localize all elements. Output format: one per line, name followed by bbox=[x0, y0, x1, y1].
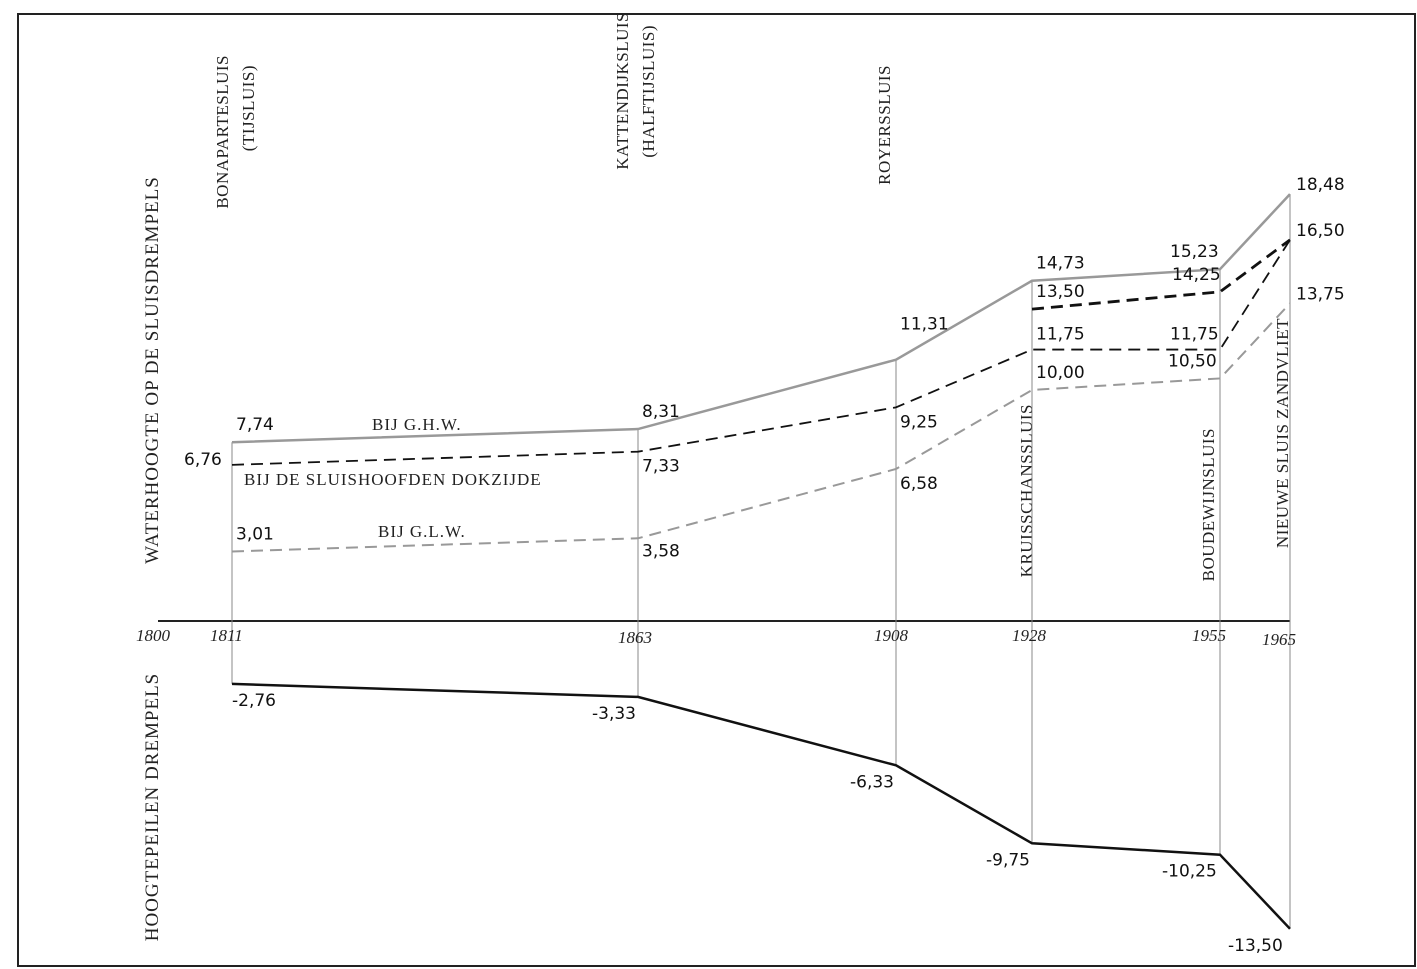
chart-frame bbox=[17, 13, 1416, 967]
data-label: 13,75 bbox=[1296, 284, 1345, 304]
plot-area: 1800 1811 1863 1908 1928 1955 1965 7,74 8,31 11,3… bbox=[136, 175, 1345, 956]
data-label: 8,31 bbox=[642, 402, 680, 422]
series-label-ghw: BIJ G.H.W. bbox=[372, 415, 462, 434]
series-label-glw: BIJ G.L.W. bbox=[378, 522, 466, 541]
lower-axis-title: HOOGTEPEILEN DREMPELS bbox=[142, 673, 163, 942]
x-tick-label: 1800 bbox=[136, 626, 171, 645]
data-label: 16,50 bbox=[1296, 221, 1345, 241]
data-label: 3,58 bbox=[642, 541, 680, 561]
lock-name-kruisschanssluis: KRUISSCHANSSLUIS bbox=[1017, 404, 1036, 577]
series-label-dokzijde: BIJ DE SLUISHOOFDEN DOKZIJDE bbox=[244, 470, 542, 489]
data-label: 13,50 bbox=[1036, 282, 1085, 302]
lock-name-bonapartesluis: BONAPARTESLUIS bbox=[213, 55, 232, 209]
series-line-4 bbox=[231, 682, 1291, 930]
data-label: 11,31 bbox=[900, 315, 949, 335]
upper-axis-title: WATERHOOGTE OP DE SLUISDREMPELS bbox=[142, 176, 163, 564]
x-tick-label: 1928 bbox=[1012, 626, 1047, 645]
x-tick-label: 1965 bbox=[1262, 630, 1296, 649]
data-label: 6,58 bbox=[900, 474, 938, 494]
data-label: 7,74 bbox=[236, 415, 274, 435]
data-label: 15,23 bbox=[1170, 242, 1219, 262]
lock-sub-bonapartesluis: (TIJSLUIS) bbox=[239, 65, 258, 151]
data-label: 14,73 bbox=[1036, 254, 1085, 274]
data-label: -2,76 bbox=[232, 691, 276, 711]
data-label: 18,48 bbox=[1296, 175, 1345, 195]
series-line-0 bbox=[231, 193, 1291, 444]
data-label: -3,33 bbox=[592, 704, 636, 724]
data-label: 11,75 bbox=[1170, 325, 1219, 345]
series-line-3 bbox=[231, 302, 1291, 553]
lock-name-kattendijksluis: KATTENDIJKSLUIS bbox=[613, 12, 632, 170]
data-label: -10,25 bbox=[1162, 862, 1217, 882]
data-label: 14,25 bbox=[1172, 265, 1221, 285]
lock-name-royerssluis: ROYERSSLUIS bbox=[875, 65, 894, 185]
data-label: 10,50 bbox=[1168, 351, 1217, 371]
x-tick-label: 1955 bbox=[1192, 626, 1226, 645]
lock-sub-kattendijksluis: (HALFTIJSLUIS) bbox=[639, 25, 658, 158]
series-line-1 bbox=[231, 239, 1291, 466]
series-line-2 bbox=[1031, 238, 1291, 311]
data-label: 10,00 bbox=[1036, 363, 1085, 383]
x-tick-label: 1863 bbox=[618, 628, 652, 647]
data-label: -6,33 bbox=[850, 772, 894, 792]
data-label: 7,33 bbox=[642, 457, 680, 477]
x-tick-label: 1908 bbox=[874, 626, 909, 645]
data-label: -9,75 bbox=[986, 850, 1030, 870]
data-label: 6,76 bbox=[184, 450, 222, 470]
x-tick-label: 1811 bbox=[210, 626, 243, 645]
data-label: 9,25 bbox=[900, 412, 938, 432]
data-label: -13,50 bbox=[1228, 936, 1283, 956]
lock-name-zandvliet: NIEUWE SLUIS ZANDVLIET bbox=[1273, 318, 1292, 548]
data-label: 11,75 bbox=[1036, 325, 1085, 345]
data-label: 3,01 bbox=[236, 524, 274, 544]
lock-name-boudewijnsluis: BOUDEWIJNSLUIS bbox=[1199, 428, 1218, 581]
